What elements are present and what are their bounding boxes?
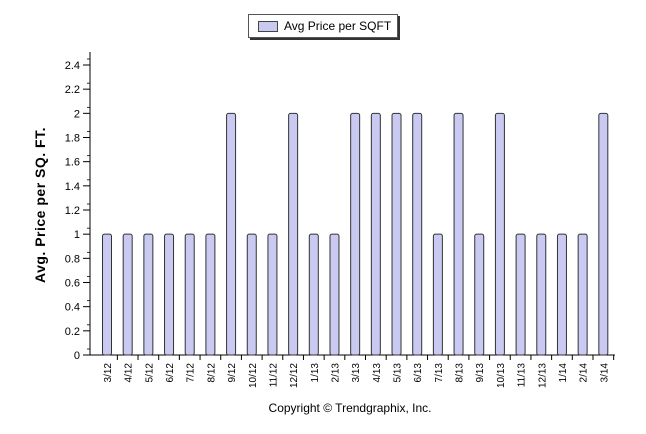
- x-tick-label: 7/13: [434, 363, 445, 383]
- x-tick-label: 11/12: [268, 363, 279, 388]
- x-tick-label: 8/13: [455, 363, 466, 383]
- x-tick-label: 3/13: [351, 363, 362, 383]
- bar: [143, 233, 154, 356]
- bar: [288, 112, 299, 356]
- bar: [205, 233, 216, 356]
- bar: [391, 112, 402, 356]
- bar: [536, 233, 547, 356]
- x-tick-label: 1/13: [310, 363, 321, 383]
- x-tick-label: 1/14: [558, 363, 569, 383]
- bar: [494, 112, 505, 356]
- bar: [577, 233, 588, 356]
- bar: [556, 233, 567, 356]
- y-tick-label: 1.8: [65, 133, 80, 145]
- bar: [350, 112, 361, 356]
- y-tick-label: 0.8: [65, 253, 80, 265]
- bar: [412, 112, 423, 356]
- bar: [432, 233, 443, 356]
- x-tick-label: 5/13: [393, 363, 404, 383]
- y-tick-label: 0.4: [65, 302, 80, 314]
- x-tick-label: 4/12: [124, 363, 135, 383]
- y-tick-label: 2.4: [65, 60, 80, 72]
- y-tick-label: 2.2: [65, 84, 80, 96]
- x-tick-label: 12/12: [289, 363, 300, 388]
- chart-bars: [102, 112, 609, 356]
- y-tick-label: 2: [74, 108, 80, 120]
- bar: [184, 233, 195, 356]
- x-tick-label: 2/14: [579, 363, 590, 383]
- y-axis-label: Avg. Price per SQ. FT.: [32, 127, 48, 283]
- x-tick-label: 6/13: [413, 363, 424, 383]
- bar: [164, 233, 175, 356]
- bar: [267, 233, 278, 356]
- x-tick-label: 8/12: [206, 363, 217, 383]
- y-tick-label: 1: [74, 229, 80, 241]
- x-tick-label: 3/14: [599, 363, 610, 383]
- bar: [226, 112, 237, 356]
- bar: [474, 233, 485, 356]
- x-tick-label: 3/12: [103, 363, 114, 383]
- bar: [102, 233, 112, 356]
- x-tick-label: 7/12: [186, 363, 197, 383]
- bar: [329, 233, 340, 356]
- bar: [453, 112, 464, 356]
- y-tick-label: 0.6: [65, 278, 80, 290]
- x-tick-label: 11/13: [517, 363, 528, 388]
- x-tick-label: 10/13: [496, 363, 507, 388]
- x-tick-label: 12/13: [537, 363, 548, 388]
- y-tick-label: 0: [74, 350, 80, 362]
- y-tick-label: 1.4: [65, 181, 80, 193]
- y-axis-ticks: 0 0.2 0.4 0.6 0.8 1 1.2 1.4 1.6 1.8 2 2.2 2.4: [65, 58, 90, 362]
- x-tick-label: 4/13: [372, 363, 383, 383]
- y-tick-label: 1.6: [65, 157, 80, 169]
- bar: [308, 233, 319, 356]
- x-tick-label: 9/12: [227, 363, 238, 383]
- y-tick-label: 1.2: [65, 205, 80, 217]
- x-tick-label: 6/12: [165, 363, 176, 383]
- chart-legend: Avg Price per SQFT: [248, 14, 398, 38]
- bar: [246, 233, 257, 356]
- bar: [515, 233, 526, 356]
- x-tick-label: 5/12: [144, 363, 155, 383]
- x-tick-label: 9/13: [475, 363, 486, 383]
- y-tick-label: 0.2: [65, 326, 80, 338]
- legend-swatch: [258, 20, 278, 32]
- x-tick-label: 10/12: [248, 363, 259, 388]
- bar: [598, 112, 609, 356]
- x-tick-label: 2/13: [330, 363, 341, 383]
- legend-label: Avg Price per SQFT: [284, 19, 392, 33]
- copyright-text: Copyright © Trendgraphix, Inc.: [268, 401, 432, 415]
- bar: [370, 112, 381, 356]
- x-axis-ticks: 3/12 4/12 5/12 6/12 7/12 8/12 9/12 10/12 11/12 12…: [103, 355, 615, 388]
- bar: [122, 233, 133, 356]
